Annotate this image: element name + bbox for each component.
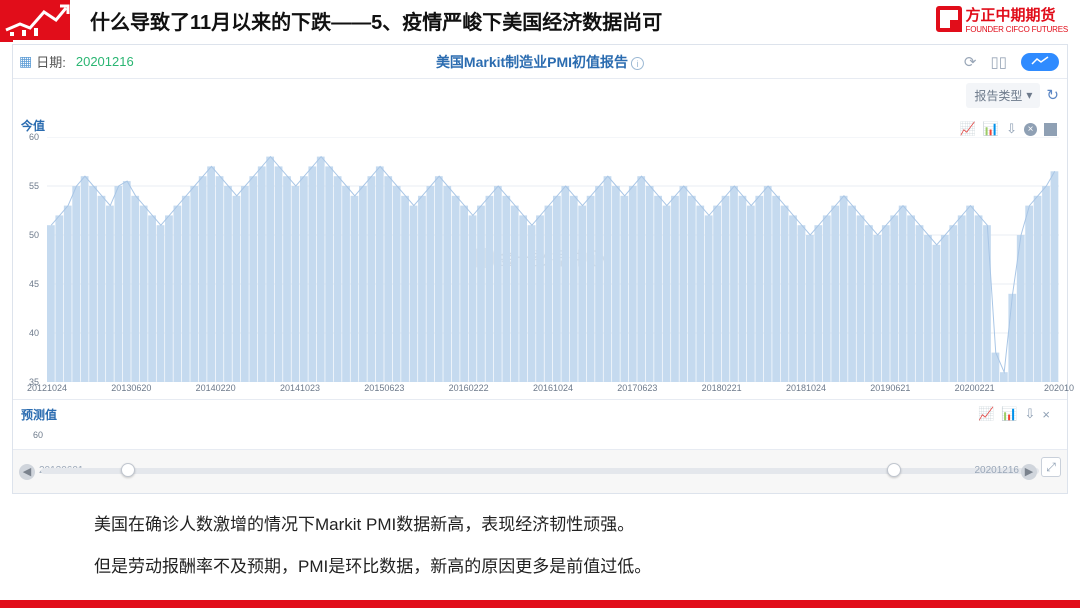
x-tick: 20121024 [27,383,67,393]
x-ticks: 2012102420130620201402202014102320150623… [47,383,1059,397]
bar-chart-icon[interactable]: 📊 [983,121,999,137]
chart-svg [47,137,1059,382]
forecast-band: 预测值 📈 📊 ⇩ × 60 [13,399,1067,449]
chart-mode-pill[interactable] [1021,53,1059,71]
header-underline [0,40,13,42]
info-icon[interactable]: i [631,57,644,70]
top-right-tools: ⟳ ▯▯ [964,53,1059,71]
brand-en: FOUNDER CIFCO FUTURES [966,25,1068,34]
refresh-icon[interactable]: ⟳ [964,53,977,71]
reload-icon[interactable]: ↻ [1046,86,1059,104]
x-tick: 20181024 [786,383,826,393]
date-value[interactable]: 20201216 [76,54,134,69]
brand-icon [936,6,962,32]
commentary-line-1: 美国在确诊人数激增的情况下Markit PMI数据新高，表现经济韧性顽强。 [94,512,994,538]
x-tick: 20140220 [196,383,236,393]
slider-handle-left[interactable] [121,463,135,477]
x-tick: 20200221 [955,383,995,393]
chart-line-icon [1031,56,1049,66]
y-tick: 40 [29,328,39,338]
y-tick: 50 [29,230,39,240]
x-tick: 20161024 [533,383,573,393]
x-tick: 20190621 [870,383,910,393]
commentary-line-2: 但是劳动报酬率不及预期，PMI是环比数据，新高的原因更多是前值过低。 [94,554,994,580]
download-icon[interactable]: ⇩ [1025,406,1036,422]
forecast-ytick: 60 [33,430,43,440]
date-label: 日期: [36,52,66,71]
y-tick: 60 [29,132,39,142]
slider-end-date: 20201216 [975,465,1020,476]
area-chart-icon[interactable]: 📈 [960,121,976,137]
chart-title-text: 美国Markit制造业PMI初值报告 [436,54,628,70]
calendar-icon[interactable]: ▦ [19,53,32,70]
report-type-dropdown[interactable]: 报告类型 ▾ [966,83,1040,108]
area-chart-icon[interactable]: 📈 [978,406,994,422]
grid-icon[interactable]: ▯▯ [990,53,1007,71]
close-icon[interactable]: × [1042,407,1050,422]
slider-prev[interactable]: ◀ [19,464,35,480]
download-icon[interactable]: ⇩ [1006,121,1017,137]
slider-handle-right[interactable] [887,463,901,477]
brand-right: 方正中期期货 FOUNDER CIFCO FUTURES [936,4,1068,34]
x-tick: 20141023 [280,383,320,393]
chart-tool-icons: 📈 📊 ⇩ × [960,121,1057,137]
brand-cn: 方正中期期货 [966,4,1068,25]
time-slider: ◀ 20120601 20201216 ▶ ⤢ [13,449,1067,493]
footer-stripe [0,600,1080,608]
forecast-label: 预测值 [21,406,57,423]
chart-area [47,137,1059,382]
panel-toolbar: ▦ 日期: 20201216 美国Markit制造业PMI初值报告i ⟳ ▯▯ [13,45,1067,79]
y-tick: 55 [29,181,39,191]
y-tick: 45 [29,279,39,289]
chevron-down-icon: ▾ [1026,88,1032,102]
x-tick: 20150623 [364,383,404,393]
close-icon[interactable]: × [1024,123,1037,136]
page-title: 什么导致了11月以来的下跌——5、疫情严峻下美国经济数据尚可 [90,6,662,35]
x-tick: 20160222 [449,383,489,393]
dropdown-label: 报告类型 [974,87,1022,104]
commentary: 美国在确诊人数激增的情况下Markit PMI数据新高，表现经济韧性顽强。 但是… [94,512,994,595]
panel-subtoolbar: 报告类型 ▾ ↻ [13,79,1067,111]
slider-next[interactable]: ▶ [1021,464,1037,480]
x-tick: 20130620 [111,383,151,393]
slider-settings-icon[interactable]: ⤢ [1041,457,1061,477]
forecast-tool-icons: 📈 📊 ⇩ × [978,406,1057,422]
chart-title: 美国Markit制造业PMI初值报告i [436,52,644,72]
x-tick: 20170623 [617,383,657,393]
chart-panel: ▦ 日期: 20201216 美国Markit制造业PMI初值报告i ⟳ ▯▯ … [12,44,1068,494]
header: 什么导致了11月以来的下跌——5、疫情严峻下美国经济数据尚可 方正中期期货 FO… [0,0,1080,40]
bar-chart-icon[interactable]: 📊 [1001,406,1017,422]
vendor-left-logo [0,0,70,40]
expand-icon[interactable] [1044,123,1057,136]
x-tick: 202010 [1044,383,1074,393]
x-tick: 20180221 [702,383,742,393]
